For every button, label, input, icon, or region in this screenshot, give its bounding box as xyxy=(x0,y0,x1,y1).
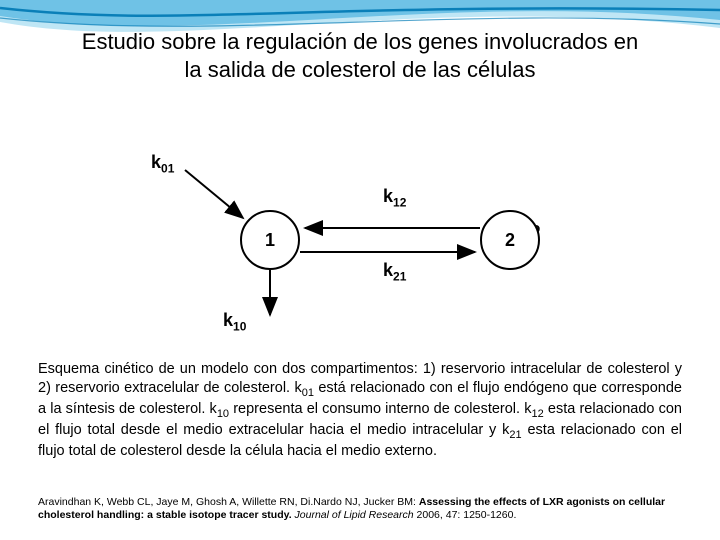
title-line1: Estudio sobre la regulación de los genes… xyxy=(82,29,638,54)
citation: Aravindhan K, Webb CL, Jaye M, Ghosh A, … xyxy=(38,496,682,522)
citation-yearvol: 2006, 47: 1250-1260. xyxy=(417,509,517,521)
figure-caption: Esquema cinético de un modelo con dos co… xyxy=(38,360,682,461)
kinetic-diagram: k01 k12 k21 k10 Célula Medio 1 2 xyxy=(145,140,575,340)
title-line2: la salida de colesterol de las células xyxy=(185,57,536,82)
page-title: Estudio sobre la regulación de los genes… xyxy=(0,28,720,83)
diagram-arrows xyxy=(145,140,575,340)
citation-journal: Journal of Lipid Research xyxy=(292,509,417,521)
citation-authors: Aravindhan K, Webb CL, Jaye M, Ghosh A, … xyxy=(38,496,419,508)
